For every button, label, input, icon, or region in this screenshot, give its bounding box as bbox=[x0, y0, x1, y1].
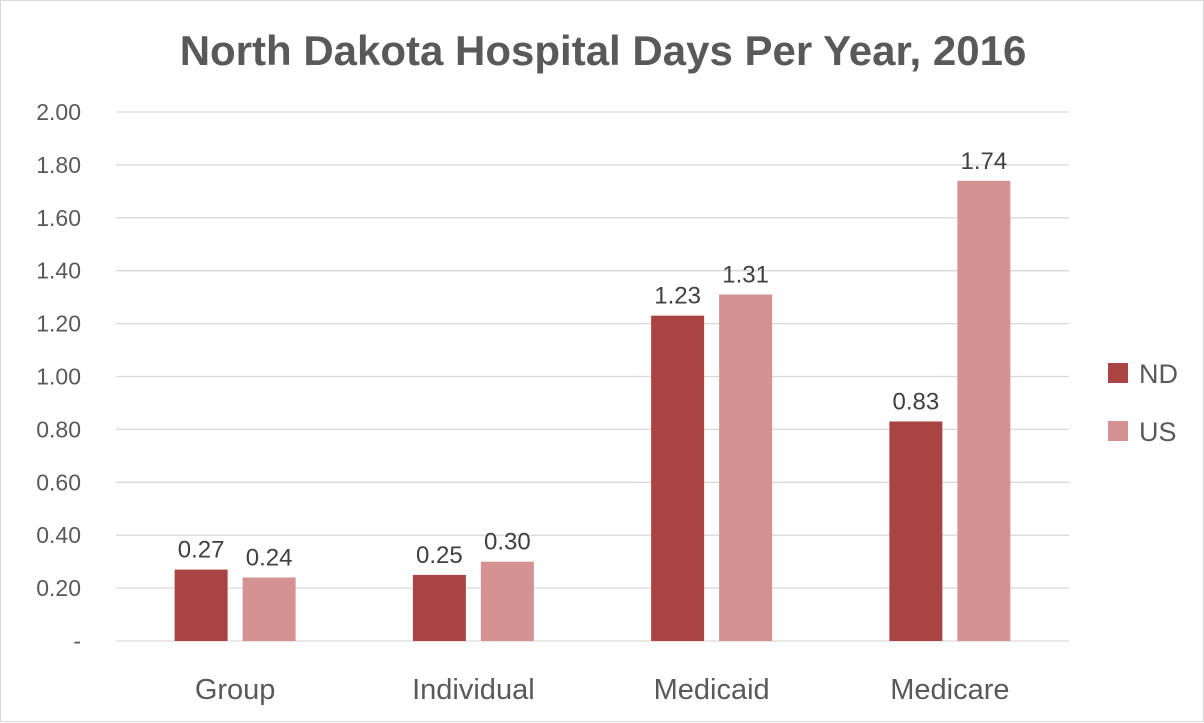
data-label: 0.24 bbox=[246, 545, 293, 572]
data-label: 0.27 bbox=[178, 537, 225, 564]
bar-nd-medicare bbox=[889, 421, 943, 641]
bar-nd-medicaid bbox=[651, 315, 705, 641]
data-labels: 0.27 0.24 0.25 0.30 1.23 1.31 0.83 1.74 bbox=[178, 148, 1007, 572]
data-label: 1.74 bbox=[961, 148, 1008, 175]
y-tick-label: 1.80 bbox=[36, 152, 81, 178]
y-tick-label: 2.00 bbox=[36, 99, 81, 125]
bar-us-group bbox=[242, 577, 296, 641]
bar-nd-individual bbox=[412, 574, 466, 641]
y-tick-label: 1.60 bbox=[36, 205, 81, 231]
y-tick-label: - bbox=[73, 628, 81, 654]
legend-swatch-us bbox=[1108, 421, 1128, 441]
bars bbox=[174, 180, 1011, 641]
y-tick-label: 0.60 bbox=[36, 469, 81, 495]
y-axis-ticks: - 0.20 0.40 0.60 0.80 1.00 1.20 1.40 1.60 1.80 2.0… bbox=[36, 99, 81, 654]
legend-label-nd: ND bbox=[1139, 359, 1178, 389]
y-tick-label: 0.40 bbox=[36, 522, 81, 548]
y-tick-label: 0.20 bbox=[36, 575, 81, 601]
data-label: 0.83 bbox=[893, 388, 940, 415]
legend-swatch-nd bbox=[1108, 363, 1128, 383]
x-category-label: Group bbox=[195, 674, 276, 706]
y-tick-label: 1.20 bbox=[36, 311, 81, 337]
data-label: 0.30 bbox=[484, 529, 531, 556]
x-category-label: Medicaid bbox=[654, 674, 770, 706]
y-tick-label: 0.80 bbox=[36, 416, 81, 442]
bar-nd-group bbox=[174, 569, 228, 641]
data-label: 1.23 bbox=[654, 283, 701, 310]
x-category-label: Medicare bbox=[890, 674, 1009, 706]
legend: ND US bbox=[1108, 359, 1178, 447]
x-axis-categories: Group Individual Medicaid Medicare bbox=[195, 674, 1010, 706]
legend-label-us: US bbox=[1139, 417, 1177, 447]
bar-us-medicare bbox=[957, 180, 1011, 641]
x-category-label: Individual bbox=[412, 674, 535, 706]
chart-title: North Dakota Hospital Days Per Year, 201… bbox=[180, 27, 1027, 74]
data-label: 1.31 bbox=[722, 262, 769, 289]
bar-us-medicaid bbox=[719, 294, 773, 641]
y-tick-label: 1.40 bbox=[36, 258, 81, 284]
y-tick-label: 1.00 bbox=[36, 364, 81, 390]
data-label: 0.25 bbox=[416, 542, 463, 569]
bar-us-individual bbox=[480, 561, 534, 641]
